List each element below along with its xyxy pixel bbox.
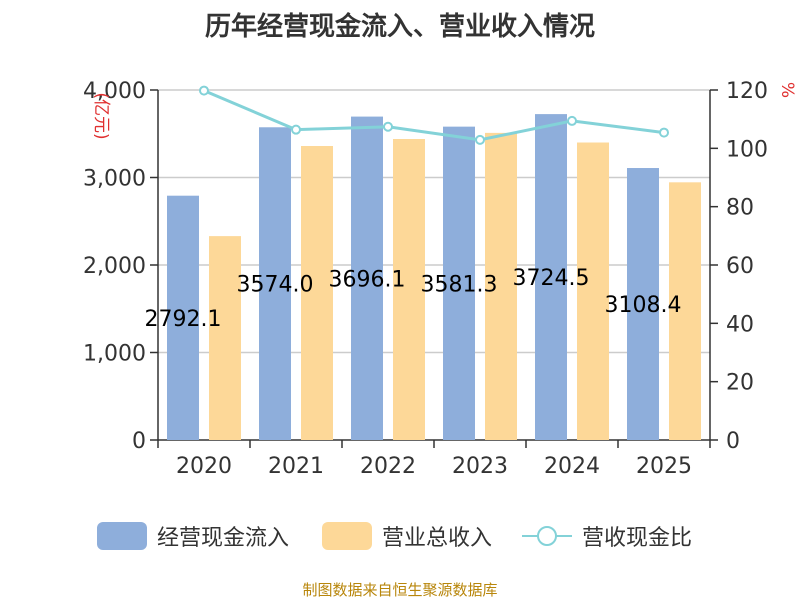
- point-cash-ratio-2023: [475, 134, 485, 145]
- point-cash-ratio-2020: [199, 85, 209, 96]
- source-note: 制图数据来自恒生聚源数据库: [302, 581, 498, 599]
- point-cash-ratio-2025: [659, 127, 669, 138]
- chart-title: 历年经营现金流入、营业收入情况: [204, 12, 595, 42]
- line-cash-ratio: [203, 89, 665, 142]
- data-label-2025: 3108.4: [605, 293, 682, 318]
- x-tick-label-2021: 2021: [268, 454, 324, 479]
- bar-cash-inflow-2020: [167, 195, 199, 440]
- y-left-tick-label-1: 1,000: [83, 342, 146, 367]
- legend: 经营现金流入 营业总收入 营收现金比: [0, 516, 800, 556]
- bar-cash-inflow-2025: [627, 168, 659, 440]
- y-right-unit: %: [777, 82, 797, 98]
- data-label-2020: 2792.1: [145, 307, 222, 332]
- y-right-tick-label-2: 40: [726, 312, 754, 337]
- point-cash-ratio-2024: [567, 115, 577, 126]
- data-label-2023: 3581.3: [421, 272, 498, 297]
- legend-swatch-revenue: [322, 522, 372, 550]
- bar-revenue-2023: [485, 132, 517, 440]
- y-left-tick-label-3: 3,000: [83, 167, 146, 192]
- legend-swatch-cash-ratio: [522, 522, 572, 550]
- legend-label-cash-ratio: 营收现金比: [582, 526, 693, 551]
- legend-item-revenue[interactable]: 营业总收入: [322, 516, 492, 556]
- point-cash-ratio-2022: [383, 121, 393, 132]
- y-right-tick-label-0: 0: [726, 429, 740, 454]
- legend-item-cash-inflow[interactable]: 经营现金流入: [97, 516, 289, 556]
- point-cash-ratio-2021: [291, 124, 301, 135]
- x-tick-label-2024: 2024: [544, 454, 600, 479]
- bar-cash-inflow-2023: [443, 126, 475, 440]
- y-left-unit: (亿元): [91, 92, 111, 139]
- y-right-tick-label-4: 80: [726, 196, 754, 221]
- x-tick-label-2022: 2022: [360, 454, 416, 479]
- y-right-tick-label-6: 120: [726, 79, 768, 104]
- bar-revenue-2024: [577, 142, 609, 440]
- bar-revenue-2022: [393, 139, 425, 440]
- bar-cash-inflow-2024: [535, 114, 567, 440]
- legend-item-cash-ratio[interactable]: 营收现金比: [522, 516, 692, 556]
- bar-cash-inflow-2021: [259, 127, 291, 441]
- legend-label-revenue: 营业总收入: [382, 526, 493, 551]
- bar-revenue-2025: [669, 182, 701, 440]
- bar-revenue-2020: [209, 236, 241, 440]
- x-tick-label-2025: 2025: [636, 454, 692, 479]
- y-right-tick-label-1: 20: [726, 371, 754, 396]
- y-right-tick-label-5: 100: [726, 137, 768, 162]
- bar-revenue-2021: [301, 146, 333, 440]
- bar-cash-inflow-2022: [351, 116, 383, 440]
- legend-swatch-cash-inflow: [97, 522, 147, 550]
- y-left-tick-label-0: 0: [132, 429, 146, 454]
- data-label-2024: 3724.5: [513, 266, 590, 291]
- data-label-2021: 3574.0: [237, 273, 314, 298]
- x-tick-label-2023: 2023: [452, 454, 508, 479]
- data-label-2022: 3696.1: [329, 267, 406, 292]
- x-tick-label-2020: 2020: [176, 454, 232, 479]
- y-left-tick-label-2: 2,000: [83, 254, 146, 279]
- y-left-tick-label-4: 4,000: [83, 79, 146, 104]
- y-right-tick-label-3: 60: [726, 254, 754, 279]
- legend-label-cash-inflow: 经营现金流入: [157, 526, 290, 551]
